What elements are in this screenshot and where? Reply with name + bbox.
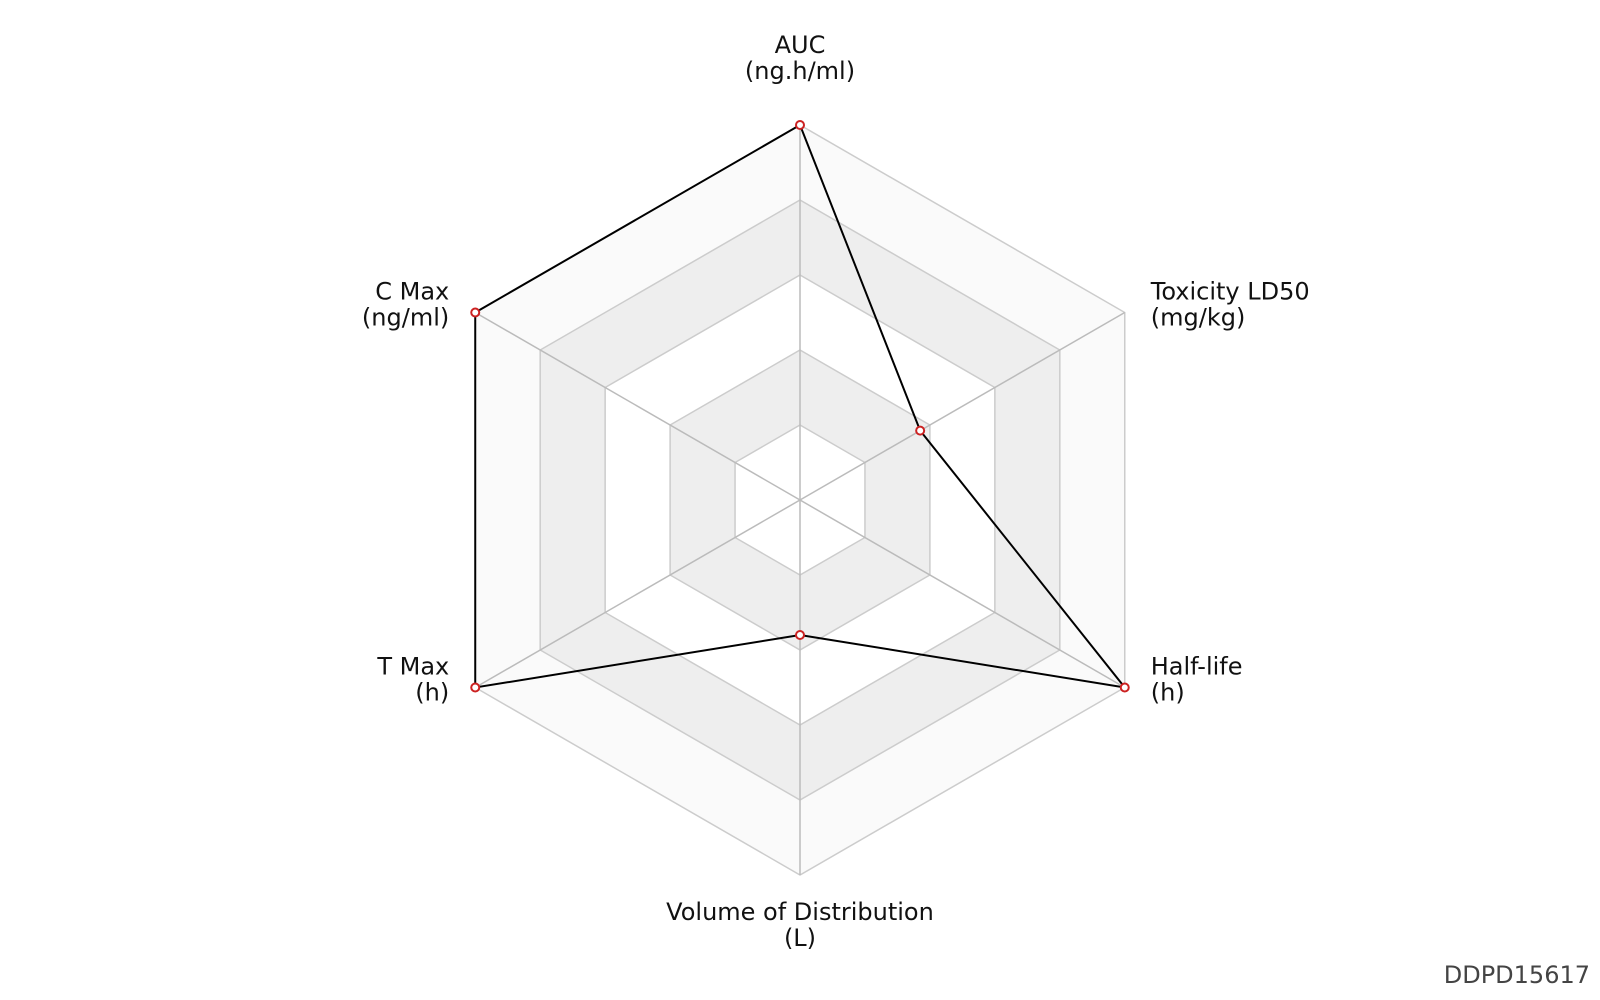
- axis-spoke: [799, 499, 1126, 689]
- data-point: [1119, 682, 1130, 693]
- data-point: [470, 682, 481, 693]
- axis-spoke: [474, 311, 801, 501]
- axis-label: Half-life: [1151, 653, 1243, 681]
- axis-unit: (L): [784, 924, 816, 952]
- data-point: [470, 307, 481, 318]
- axis-spoke: [474, 499, 801, 689]
- axis-label: Volume of Distribution: [666, 898, 934, 926]
- axis-unit: (ng.h/ml): [745, 57, 855, 85]
- axis-label: AUC: [775, 31, 826, 59]
- data-point: [915, 425, 926, 436]
- axis-label: C Max: [375, 278, 449, 306]
- axis-spoke: [799, 311, 1126, 501]
- data-point: [795, 120, 805, 130]
- axis-unit: (mg/kg): [1151, 304, 1246, 332]
- data-point: [795, 630, 805, 640]
- axis-unit: (h): [1151, 679, 1185, 707]
- axis-label: T Max: [376, 653, 449, 681]
- watermark: DDPD15617: [1444, 961, 1590, 989]
- axis-label: Toxicity LD50: [1150, 278, 1310, 306]
- axis-unit: (h): [415, 679, 449, 707]
- axis-unit: (ng/ml): [362, 304, 449, 332]
